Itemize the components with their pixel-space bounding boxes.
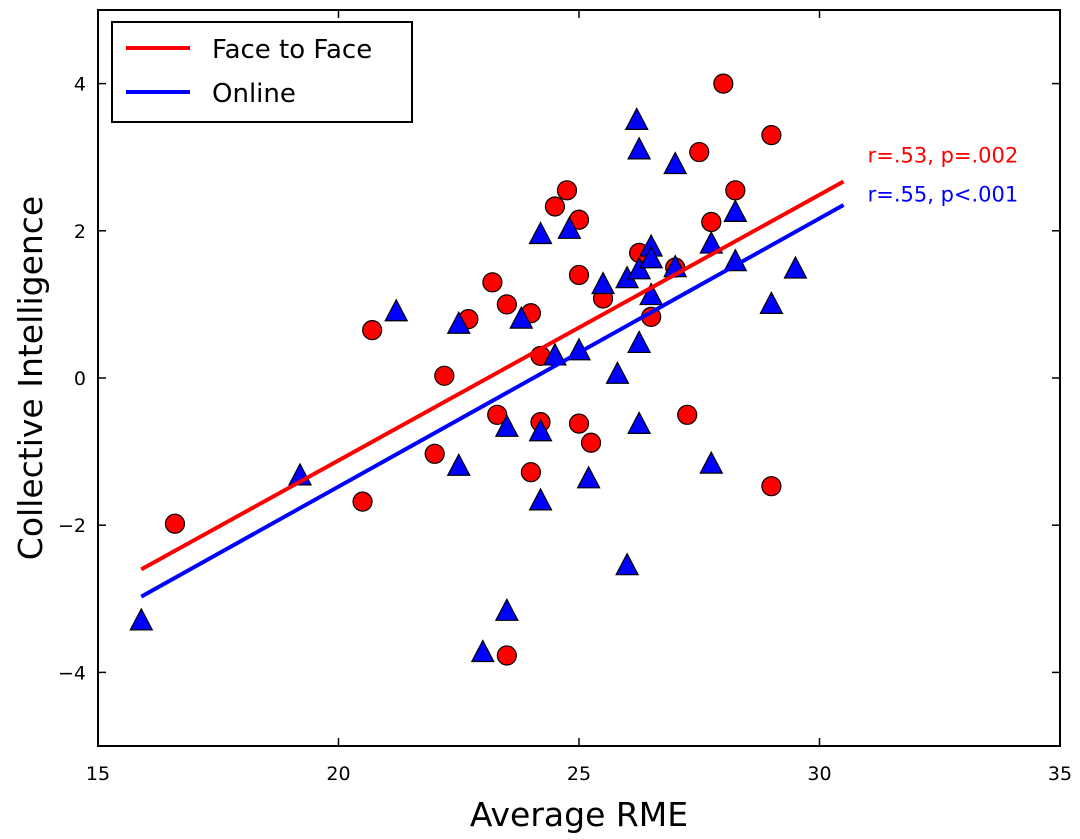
marks-layer [129,73,808,666]
data-point-face-to-face [424,443,445,464]
data-point-online [591,271,616,295]
data-point-face-to-face [556,180,578,201]
y-tick-label: 0 [74,368,86,390]
series-face-to-face [164,73,782,666]
data-point-online [528,418,553,442]
data-point-online [129,607,154,631]
y-tick-label: 4 [74,74,86,96]
y-tick-label: −4 [58,662,86,684]
data-point-face-to-face [689,141,710,163]
data-point-online [494,598,519,621]
data-point-online [384,298,409,322]
data-point-face-to-face [580,432,602,453]
data-point-face-to-face [677,404,698,425]
data-point-face-to-face [496,645,517,666]
fit-line-face-to-face [140,179,845,572]
x-axis-title: Average RME [470,795,688,834]
data-point-online [627,136,652,160]
data-point-face-to-face [701,211,722,233]
x-tick-label: 20 [326,763,350,785]
data-point-online [615,552,640,576]
x-tick-label: 15 [86,763,110,785]
data-point-online [470,639,495,663]
data-point-online [783,255,808,279]
data-point-online [446,310,471,334]
fit-line-online [140,203,845,599]
fit-lines-layer [140,179,845,599]
data-point-online [605,361,630,384]
data-point-online [494,414,519,437]
y-axis-title: Collective Intelligence [11,196,50,560]
y-tick-label: 2 [74,221,86,243]
x-tick-label: 30 [807,763,831,785]
data-point-online [624,107,649,130]
data-point-face-to-face [725,180,746,201]
data-point-online [576,465,601,489]
legend-box [111,21,413,123]
data-point-face-to-face [496,294,517,315]
data-point-face-to-face [761,125,782,146]
data-point-face-to-face [352,491,373,512]
data-point-face-to-face [761,476,782,497]
data-point-face-to-face [164,513,186,534]
legend-label-online: Online [212,79,296,109]
data-point-online [639,245,664,269]
data-point-online [528,487,553,511]
data-point-online [699,450,724,474]
data-point-online [723,199,748,222]
x-tick-label: 25 [567,763,591,785]
data-point-online [557,216,582,239]
annotation-online-stats: r=.55, p<.001 [868,182,1019,206]
data-point-online [509,305,534,329]
data-point-online [446,453,471,476]
data-point-online [528,221,553,245]
data-point-face-to-face [434,365,455,386]
x-tick-label: 35 [1048,763,1072,785]
y-tick-label: −2 [58,515,86,537]
data-point-online [663,151,688,175]
data-point-face-to-face [544,196,566,217]
data-point-face-to-face [568,264,590,286]
data-point-online [627,411,652,434]
data-point-online [639,282,664,306]
series-online [129,107,808,663]
annotations-layer: r=.53, p=.002 r=.55, p<.001 [868,143,1019,206]
data-point-face-to-face [482,272,503,293]
data-point-face-to-face [568,413,590,434]
data-point-online [759,291,784,314]
ticks-layer: 15 20 25 30 35 −4 −2 0 2 4 [58,10,1072,785]
legend-label-face-to-face: Face to Face [212,35,372,65]
data-point-online [627,330,652,354]
annotation-face-to-face-stats: r=.53, p=.002 [868,143,1019,167]
data-point-face-to-face [713,73,734,94]
data-point-face-to-face [362,320,383,341]
legend: Face to Face Online [111,21,413,123]
data-point-face-to-face [520,462,542,483]
